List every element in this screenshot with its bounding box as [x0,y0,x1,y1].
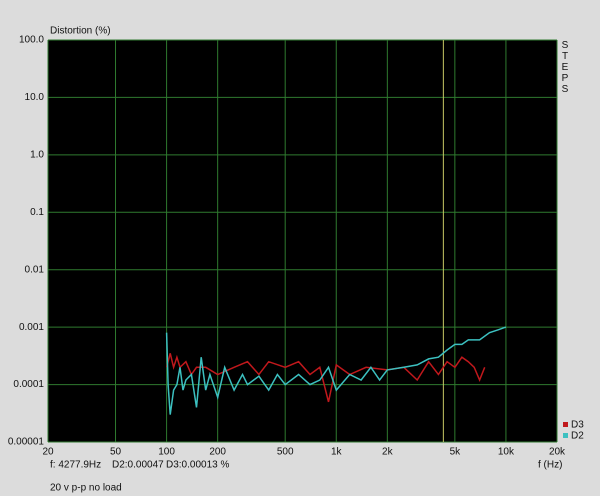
x-tick-label: 10k [498,447,515,458]
note: 20 v p-p no load [50,483,122,494]
x-tick-label: 2k [382,447,394,458]
x-tick-label: 100 [158,447,175,458]
y-tick-label: 1.0 [30,149,44,160]
status-d2: D2:0.00047 [112,460,164,471]
y-tick-label: 0.01 [25,264,45,275]
x-tick-label: 5k [450,447,462,458]
x-tick-label: 20 [42,447,54,458]
x-tick-label: 1k [331,447,343,458]
y-tick-label: 0.1 [30,207,44,218]
y-tick-label: 0.001 [19,322,44,333]
status-freq: f: 4277.9Hz [50,460,101,471]
legend-label: D3 [571,420,584,431]
plot-area [48,40,557,442]
chart-title: Distortion (%) [50,26,111,37]
legend-label: D2 [571,431,584,442]
side-label: STEPS [561,40,569,95]
y-tick-label: 10.0 [25,92,45,103]
series-line [165,353,486,403]
x-axis-label: f (Hz) [538,460,562,471]
x-tick-label: 200 [209,447,226,458]
x-tick-label: 500 [277,447,294,458]
status-d3: D3:0.00013 % [166,460,229,471]
series-line [165,326,507,415]
y-tick-label: 0.00001 [8,437,45,448]
x-tick-label: 50 [110,447,122,458]
y-tick-label: 0.0001 [13,379,44,390]
legend-swatch [563,433,568,438]
legend-swatch [563,422,568,427]
y-tick-label: 100.0 [19,35,44,46]
x-tick-label: 20k [549,447,566,458]
